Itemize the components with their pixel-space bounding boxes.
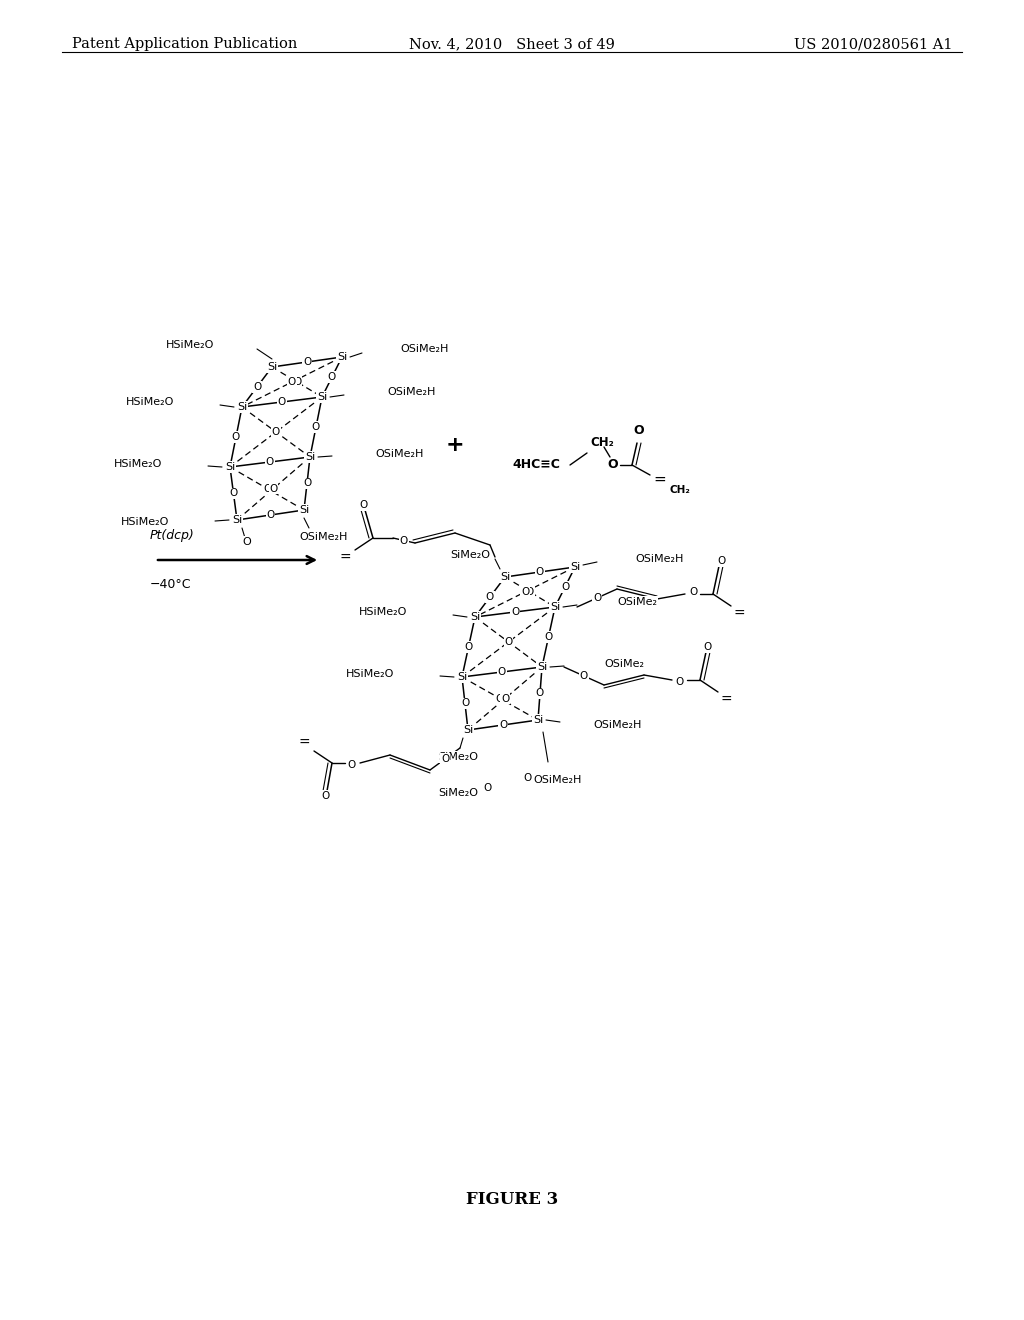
Text: OSiMe₂H: OSiMe₂H (400, 345, 449, 354)
Text: Si: Si (463, 725, 473, 735)
Text: HSiMe₂O: HSiMe₂O (358, 607, 407, 616)
Text: O: O (580, 671, 588, 681)
Text: O: O (717, 556, 725, 566)
Text: OSiMe₂: OSiMe₂ (617, 597, 657, 607)
Text: O: O (328, 372, 336, 381)
Text: =: = (298, 737, 310, 750)
Text: O: O (505, 638, 513, 647)
Text: O: O (634, 424, 644, 437)
Text: SiMe₂O: SiMe₂O (438, 752, 478, 762)
Text: Si: Si (225, 462, 236, 473)
Text: O: O (536, 689, 544, 698)
Text: O: O (689, 587, 697, 597)
Text: O: O (676, 677, 684, 686)
Text: O: O (501, 693, 509, 704)
Text: −40°C: −40°C (150, 578, 191, 591)
Text: O: O (263, 483, 271, 494)
Text: O: O (526, 587, 535, 597)
Text: O: O (593, 593, 601, 603)
Text: 4HC≡C: 4HC≡C (512, 458, 560, 471)
Text: HSiMe₂O: HSiMe₂O (166, 341, 214, 350)
Text: HSiMe₂O: HSiMe₂O (126, 397, 174, 407)
Text: FIGURE 3: FIGURE 3 (466, 1192, 558, 1209)
Text: O: O (278, 397, 286, 407)
Text: OSiMe₂H: OSiMe₂H (300, 532, 348, 543)
Text: OSiMe₂: OSiMe₂ (604, 659, 644, 669)
Text: OSiMe₂H: OSiMe₂H (534, 775, 583, 785)
Text: O: O (607, 458, 618, 471)
Text: Si: Si (237, 403, 247, 412)
Text: O: O (505, 638, 513, 647)
Text: Si: Si (316, 392, 327, 403)
Text: SiMe₂O: SiMe₂O (438, 788, 478, 799)
Text: O: O (269, 483, 278, 494)
Text: O: O (545, 632, 553, 642)
Text: O: O (272, 426, 281, 437)
Text: O: O (484, 783, 493, 793)
Text: CH₂: CH₂ (670, 484, 691, 495)
Text: =: = (720, 693, 732, 708)
Text: O: O (464, 642, 473, 652)
Text: O: O (521, 587, 529, 597)
Text: O: O (272, 426, 281, 437)
Text: OSiMe₂H: OSiMe₂H (375, 449, 423, 459)
Text: Patent Application Publication: Patent Application Publication (72, 37, 297, 51)
Text: O: O (441, 754, 450, 764)
Text: O: O (485, 591, 495, 602)
Text: HSiMe₂O: HSiMe₂O (114, 459, 162, 469)
Text: Pt(dcp): Pt(dcp) (150, 529, 195, 543)
Text: Si: Si (231, 515, 242, 525)
Text: Si: Si (470, 612, 480, 622)
Text: SiMe₂O: SiMe₂O (450, 550, 490, 560)
Text: O: O (293, 378, 301, 387)
Text: O: O (321, 791, 329, 801)
Text: O: O (266, 510, 274, 520)
Text: OSiMe₂H: OSiMe₂H (593, 719, 641, 730)
Text: CH₂: CH₂ (590, 437, 613, 450)
Text: O: O (498, 667, 506, 677)
Text: Nov. 4, 2010   Sheet 3 of 49: Nov. 4, 2010 Sheet 3 of 49 (409, 37, 615, 51)
Text: O: O (358, 500, 368, 510)
Text: Si: Si (267, 362, 278, 372)
Text: Si: Si (305, 451, 315, 462)
Text: O: O (348, 760, 356, 770)
Text: O: O (312, 422, 321, 432)
Text: O: O (288, 378, 296, 387)
Text: Si: Si (532, 715, 543, 725)
Text: =: = (653, 471, 667, 487)
Text: +: + (445, 436, 464, 455)
Text: O: O (253, 381, 261, 392)
Text: O: O (400, 536, 409, 546)
Text: O: O (561, 582, 569, 591)
Text: Si: Si (337, 352, 347, 362)
Text: O: O (524, 774, 532, 783)
Text: Si: Si (457, 672, 467, 682)
Text: HSiMe₂O: HSiMe₂O (121, 517, 169, 527)
Text: Si: Si (500, 572, 510, 582)
Text: O: O (266, 457, 274, 467)
Text: O: O (243, 537, 251, 546)
Text: O: O (229, 488, 238, 499)
Text: HSiMe₂O: HSiMe₂O (346, 669, 394, 678)
Text: Si: Si (550, 602, 560, 612)
Text: Si: Si (299, 506, 309, 515)
Text: O: O (511, 607, 519, 616)
Text: Si: Si (537, 663, 547, 672)
Text: OSiMe₂H: OSiMe₂H (387, 387, 435, 397)
Text: US 2010/0280561 A1: US 2010/0280561 A1 (794, 37, 952, 51)
Text: O: O (303, 479, 311, 488)
Text: O: O (499, 719, 507, 730)
Text: OSiMe₂H: OSiMe₂H (635, 554, 683, 564)
Text: O: O (461, 698, 469, 709)
Text: O: O (536, 568, 544, 577)
Text: =: = (733, 607, 744, 620)
Text: Si: Si (570, 562, 581, 572)
Text: O: O (496, 693, 504, 704)
Text: O: O (231, 432, 240, 442)
Text: O: O (303, 356, 311, 367)
Text: O: O (703, 642, 712, 652)
Text: =: = (339, 550, 351, 565)
